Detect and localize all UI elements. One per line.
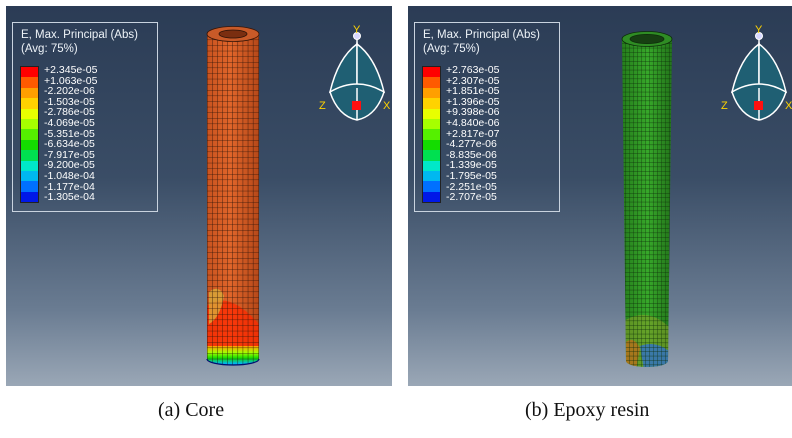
- legend-value: +1.851e-05: [446, 85, 500, 98]
- legend-subtitle: (Avg: 75%): [21, 43, 78, 55]
- caption-core: (a) Core: [158, 399, 225, 421]
- legend-value: +1.063e-05: [44, 74, 98, 87]
- legend-swatches: [422, 66, 441, 204]
- legend-value: -7.917e-05: [44, 148, 95, 161]
- view-triad-icon[interactable]: [324, 26, 392, 136]
- legend-value: -2.786e-05: [44, 106, 95, 119]
- axis-label-y: Y: [353, 24, 361, 36]
- epoxy-resin-cylinder-model[interactable]: [408, 6, 792, 386]
- legend-swatch: [21, 67, 38, 78]
- legend-core: E, Max. Principal (Abs) (Avg: 75%) +2.34…: [12, 22, 158, 212]
- legend-swatch: [21, 139, 38, 151]
- core-cylinder-model[interactable]: [6, 6, 392, 386]
- legend-swatch: [423, 67, 440, 78]
- viewport-epoxy-resin[interactable]: E, Max. Principal (Abs) (Avg: 75%) +2.76…: [408, 6, 792, 386]
- legend-swatch: [423, 181, 440, 192]
- caption-epoxy-resin: (b) Epoxy resin: [525, 399, 650, 421]
- legend-value: -9.200e-05: [44, 159, 95, 172]
- legend-value: -4.277e-06: [446, 138, 497, 151]
- legend-value: -5.351e-05: [44, 127, 95, 140]
- legend-swatch: [423, 118, 440, 130]
- legend-swatch: [423, 77, 440, 88]
- legend-swatch: [21, 129, 38, 140]
- legend-value: -8.835e-06: [446, 148, 497, 161]
- legend-title: E, Max. Principal (Abs): [423, 29, 540, 41]
- legend-value: -1.795e-05: [446, 170, 497, 182]
- legend-value: +2.345e-05: [44, 64, 98, 76]
- legend-swatch: [423, 150, 440, 161]
- legend-value: +9.398e-06: [446, 106, 500, 119]
- legend-swatches: [20, 66, 39, 204]
- legend-swatch: [21, 118, 38, 130]
- legend-value: -1.339e-05: [446, 159, 497, 172]
- legend-swatch: [423, 160, 440, 171]
- legend-epoxy: E, Max. Principal (Abs) (Avg: 75%) +2.76…: [414, 22, 560, 212]
- legend-swatch: [423, 129, 440, 140]
- axis-label-x: X: [785, 100, 792, 112]
- legend-value: -2.251e-05: [446, 180, 497, 193]
- legend-swatch: [423, 87, 440, 99]
- view-triad-icon[interactable]: [726, 26, 792, 136]
- legend-value: -1.503e-05: [44, 95, 95, 108]
- legend-swatch: [21, 170, 38, 182]
- legend-value: -2.707e-05: [446, 191, 497, 204]
- legend-value: +4.840e-06: [446, 117, 500, 129]
- legend-value: +2.817e-07: [446, 127, 500, 140]
- legend-swatch: [21, 181, 38, 192]
- legend-value: +2.763e-05: [446, 64, 500, 76]
- viewport-core[interactable]: E, Max. Principal (Abs) (Avg: 75%) +2.34…: [6, 6, 392, 386]
- legend-swatch: [21, 160, 38, 171]
- legend-swatch: [21, 98, 38, 109]
- legend-value: -6.634e-05: [44, 138, 95, 151]
- legend-value: -2.202e-06: [44, 85, 95, 98]
- legend-value: -1.177e-04: [44, 180, 95, 193]
- legend-swatch: [423, 170, 440, 182]
- legend-swatch: [21, 87, 38, 99]
- legend-swatch: [21, 77, 38, 88]
- legend-swatch: [21, 191, 38, 203]
- legend-swatch: [21, 150, 38, 161]
- axis-label-z: Z: [319, 100, 326, 112]
- legend-value: -1.305e-04: [44, 191, 95, 204]
- legend-swatch: [423, 191, 440, 203]
- legend-value: +2.307e-05: [446, 74, 500, 87]
- legend-subtitle: (Avg: 75%): [423, 43, 480, 55]
- legend-swatch: [423, 108, 440, 119]
- legend-title: E, Max. Principal (Abs): [21, 29, 138, 41]
- axis-label-x: X: [383, 100, 391, 112]
- legend-value: -1.048e-04: [44, 170, 95, 182]
- legend-swatch: [423, 139, 440, 151]
- legend-value: -4.069e-05: [44, 117, 95, 129]
- axis-label-y: Y: [755, 24, 763, 36]
- axis-label-z: Z: [721, 100, 728, 112]
- legend-swatch: [423, 98, 440, 109]
- legend-swatch: [21, 108, 38, 119]
- legend-value: +1.396e-05: [446, 95, 500, 108]
